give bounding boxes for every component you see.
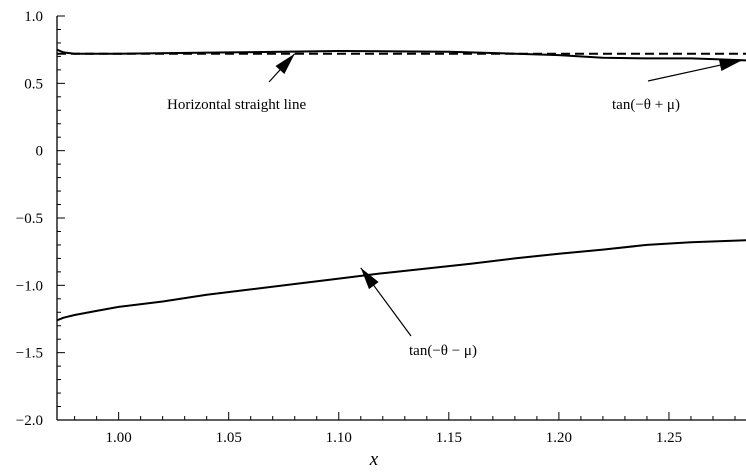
annotation-label-horizontal-line: Horizontal straight line xyxy=(167,97,306,113)
x-tick-label: 1.20 xyxy=(546,430,572,446)
x-axis-title: x xyxy=(369,449,379,470)
annotation-layer: Horizontal straight line tan(−θ + μ) tan… xyxy=(167,53,742,359)
annotation-label-tan-plus: tan(−θ + μ) xyxy=(612,97,680,113)
x-tick-label: 1.15 xyxy=(436,430,462,446)
y-tick-label: −1.5 xyxy=(16,346,43,362)
y-tick-label: 1.0 xyxy=(24,9,43,25)
arrowhead xyxy=(360,267,379,290)
series-tan-theta-plus-mu xyxy=(56,48,746,62)
arrowhead xyxy=(275,53,295,75)
arrow-horizontal-line xyxy=(268,53,296,83)
arrowhead xyxy=(718,59,742,72)
y-tick-label: 0 xyxy=(36,144,44,160)
annotation-label-tan-minus: tan(−θ − μ) xyxy=(409,343,477,359)
arrow-tan-theta-plus-mu xyxy=(647,59,742,82)
y-tick-label: 0.5 xyxy=(24,76,43,92)
x-tick-label: 1.25 xyxy=(656,430,682,446)
series-layer xyxy=(56,48,746,322)
series-tan-theta-minus-mu xyxy=(56,239,746,322)
y-tick-label: −0.5 xyxy=(16,211,43,227)
x-tick-label: 1.05 xyxy=(216,430,242,446)
x-tick-label: 1.00 xyxy=(106,430,132,446)
arrow-tan-theta-minus-mu xyxy=(360,267,412,337)
y-tick-label: −1.0 xyxy=(16,278,43,294)
y-tick-label: −2.0 xyxy=(16,413,43,429)
x-tick-label: 1.10 xyxy=(326,430,352,446)
axis-layer: x 1.00 1.05 1.10 1.15 1.20 1.25 1.0 0.5 0 −0.5 −1.… xyxy=(16,9,746,470)
